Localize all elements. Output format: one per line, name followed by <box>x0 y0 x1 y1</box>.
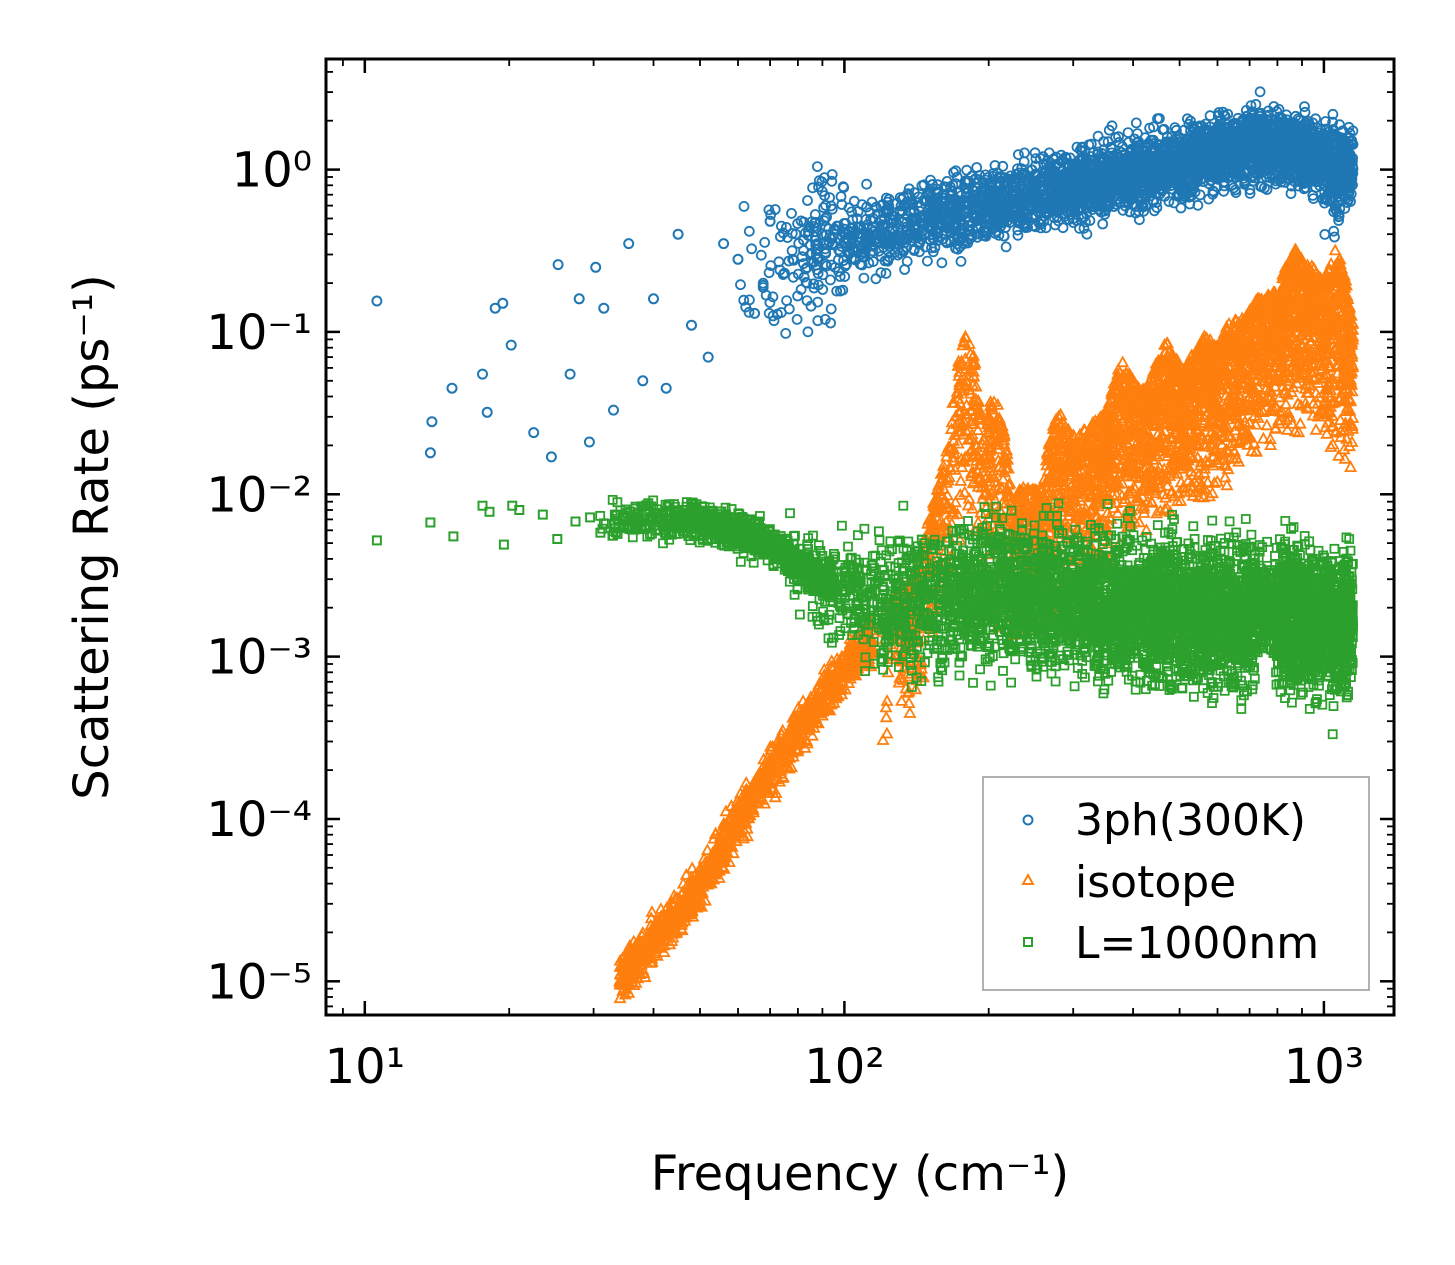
point-3ph <box>858 272 870 284</box>
point-3ph <box>1344 127 1356 139</box>
point-3ph <box>1329 231 1340 243</box>
point-3ph <box>759 236 771 248</box>
point-3ph <box>1285 188 1297 200</box>
data-marks <box>371 86 1360 1004</box>
point-3ph <box>1299 101 1310 112</box>
point-3ph <box>825 303 837 315</box>
